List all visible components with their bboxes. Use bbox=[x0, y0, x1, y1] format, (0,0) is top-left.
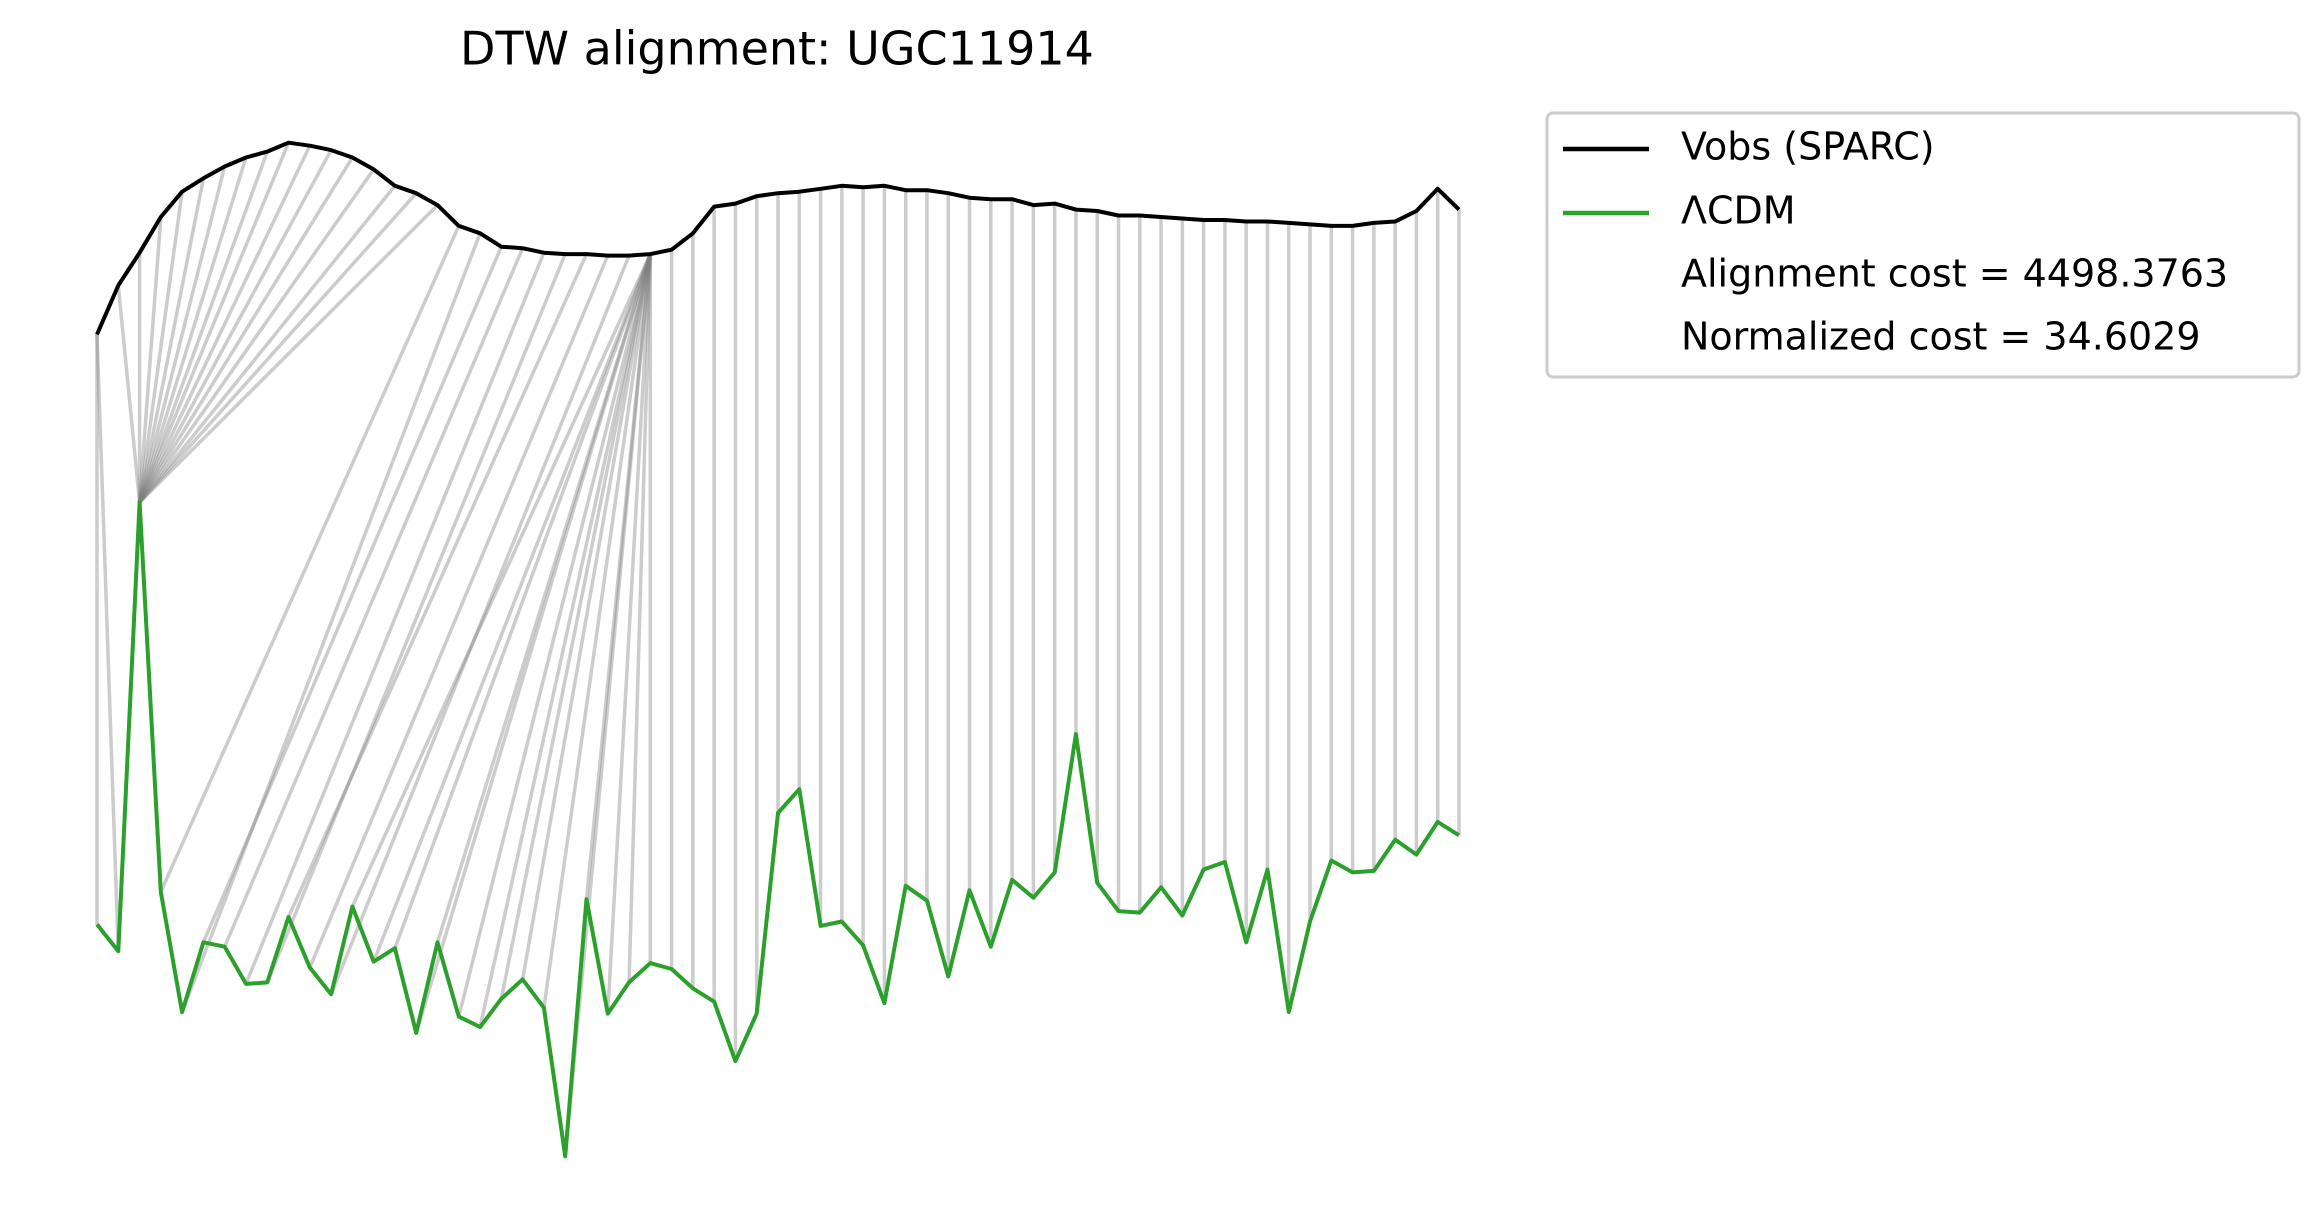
alignment-line bbox=[393, 253, 652, 949]
alignment-line bbox=[159, 225, 461, 893]
alignment-line bbox=[201, 246, 503, 943]
chart-title: DTW alignment: UGC11914 bbox=[460, 22, 1094, 76]
plot-area bbox=[95, 140, 1461, 1159]
alignment-line bbox=[138, 203, 439, 504]
alignment-line bbox=[223, 247, 525, 948]
alignment-line bbox=[137, 144, 312, 504]
legend-label: ΛCDM bbox=[1681, 189, 1796, 233]
alignment-line bbox=[244, 252, 546, 985]
alignment-line bbox=[137, 216, 163, 503]
alignment-line bbox=[478, 253, 653, 1028]
alignment-line bbox=[138, 168, 376, 504]
alignment-line bbox=[499, 253, 653, 1000]
series-line bbox=[95, 500, 1461, 1159]
alignment-line bbox=[350, 253, 652, 908]
alignment-line bbox=[308, 254, 610, 969]
alignment-line bbox=[137, 142, 291, 504]
alignment-line bbox=[457, 253, 653, 1018]
alignment-line bbox=[138, 149, 333, 504]
alignment-line bbox=[329, 254, 631, 995]
alignment-line bbox=[138, 156, 354, 504]
alignment-line bbox=[286, 253, 589, 918]
alignment-line bbox=[95, 334, 121, 952]
alignment-line bbox=[542, 253, 653, 1008]
alignment-line bbox=[520, 253, 653, 980]
alignment-line bbox=[627, 254, 653, 983]
legend-annotation: Normalized cost = 34.6029 bbox=[1681, 315, 2201, 359]
legend-annotation: Alignment cost = 4498.3763 bbox=[1681, 252, 2228, 296]
alignment-line bbox=[414, 253, 652, 1034]
alignment-line bbox=[116, 285, 142, 503]
alignment-line bbox=[137, 191, 184, 503]
alignment-line bbox=[137, 178, 206, 503]
alignment-line bbox=[584, 253, 653, 900]
legend-label: Vobs (SPARC) bbox=[1681, 125, 1935, 169]
alignment-line bbox=[372, 253, 652, 963]
alignment-line bbox=[138, 192, 418, 504]
alignment-line bbox=[606, 254, 653, 1014]
legend-box bbox=[1545, 111, 2301, 379]
alignment-line bbox=[180, 232, 482, 1013]
legend: Vobs (SPARC) ΛCDM Alignment cost = 4498.37… bbox=[1563, 125, 2228, 359]
alignment-line bbox=[138, 184, 397, 504]
alignment-line bbox=[137, 166, 227, 503]
alignment-line bbox=[435, 253, 652, 943]
alignment-line bbox=[265, 253, 567, 984]
alignment-line bbox=[137, 150, 269, 503]
alignment-line bbox=[137, 157, 248, 503]
series-line bbox=[95, 140, 1461, 336]
